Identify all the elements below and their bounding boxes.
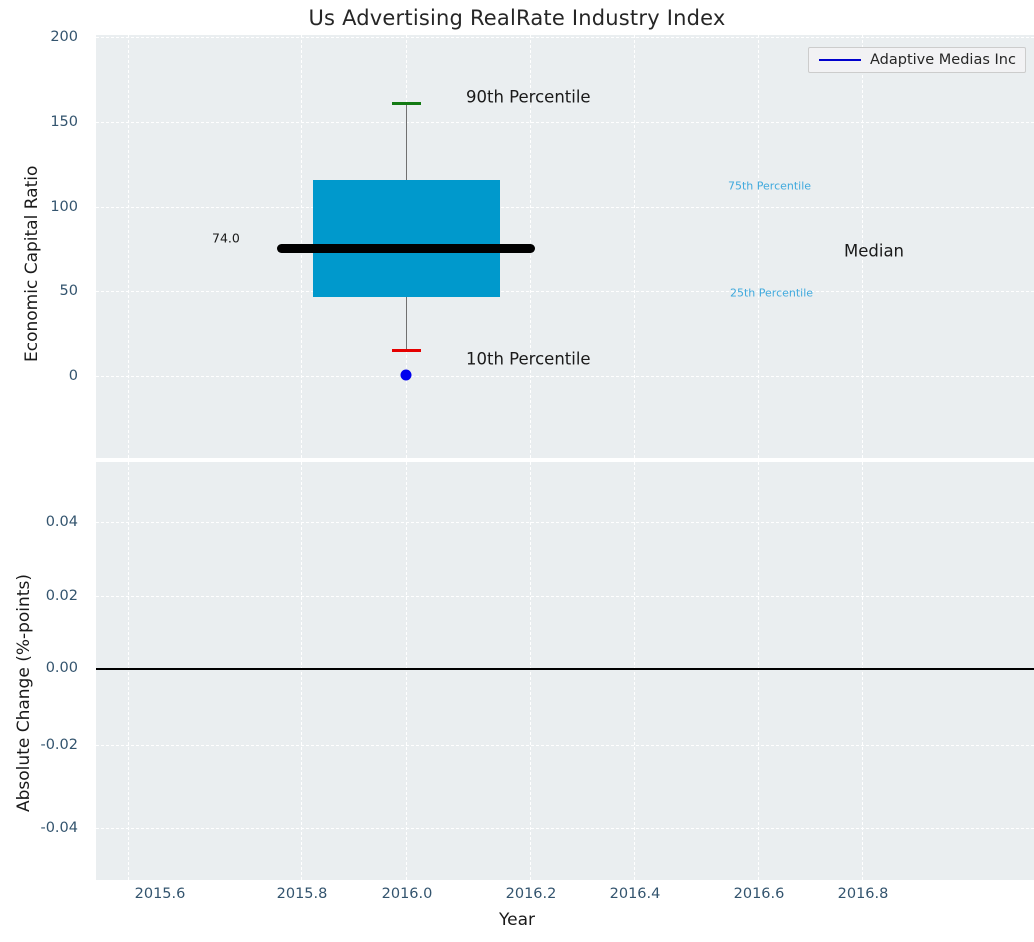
p75-annotation: 75th Percentile (728, 179, 812, 193)
ygridline-n0-02 (96, 745, 1034, 746)
ytick-top-0: 0 (68, 368, 78, 384)
legend-line-swatch-adaptive-medias (819, 59, 861, 61)
xgridline-2016-4 (634, 35, 635, 458)
ytick-top-200: 200 (50, 29, 78, 45)
ytick-top-100: 100 (50, 199, 78, 215)
median-value-label: 74.0 (212, 230, 240, 246)
legend-label-adaptive-medias: Adaptive Medias Inc (870, 52, 1016, 68)
xgridline-2016-8 (862, 35, 863, 458)
ygridline-n0-04 (96, 828, 1034, 829)
xgridline-2016-6 (758, 35, 759, 458)
ygridline-0 (96, 376, 1034, 377)
ytick-bottom-0-02: 0.02 (45, 588, 78, 604)
xtick-2016-8: 2016.8 (837, 886, 889, 902)
economic-capital-ratio-panel: 74.0 90th Percentile 75th Percentile Med… (96, 35, 1034, 458)
ylabel-absolute-change: Absolute Change (%-points) (14, 574, 34, 812)
p10-annotation: 10th Percentile (466, 349, 591, 369)
xtick-2016-2: 2016.2 (505, 886, 557, 902)
absolute-change-panel (96, 462, 1034, 880)
p90-cap (392, 102, 421, 105)
median-bar (277, 244, 535, 253)
interquartile-box (313, 180, 500, 297)
ytick-bottom-0-04: 0.04 (45, 514, 78, 530)
ygridline-0-04 (96, 522, 1034, 523)
xtick-2016-0: 2016.0 (381, 886, 433, 902)
ygridline-150 (96, 122, 1034, 123)
xtick-2016-4: 2016.4 (609, 886, 661, 902)
ygridline-0-02 (96, 596, 1034, 597)
ygridline-100 (96, 207, 1034, 208)
median-annotation: Median (844, 241, 905, 261)
p10-cap (392, 349, 421, 352)
ygridline-50 (96, 291, 1034, 292)
ytick-top-150: 150 (50, 114, 78, 130)
xtick-2016-6: 2016.6 (733, 886, 785, 902)
xlabel-year: Year (499, 910, 535, 930)
xgridline-2016-0 (406, 462, 407, 880)
company-data-point[interactable] (400, 369, 412, 381)
ytick-top-50: 50 (59, 283, 78, 299)
p25-annotation: 25th Percentile (730, 286, 814, 300)
xgridline-2016-8 (862, 462, 863, 880)
p90-annotation: 90th Percentile (466, 87, 591, 107)
chart-title: Us Advertising RealRate Industry Index (308, 6, 726, 30)
xgridline-2016-6 (758, 462, 759, 880)
chart-legend[interactable]: Adaptive Medias Inc (808, 47, 1026, 73)
zero-reference-line (96, 668, 1034, 670)
ytick-bottom-n0-04: -0.04 (40, 820, 78, 836)
xgridline-2015-6 (128, 462, 129, 880)
ygridline-200 (96, 37, 1034, 38)
ytick-bottom-0-00: 0.00 (45, 660, 78, 676)
xgridline-2015-6 (128, 35, 129, 458)
xgridline-2015-8 (301, 462, 302, 880)
xgridline-2016-2 (530, 462, 531, 880)
xtick-2015-8: 2015.8 (276, 886, 328, 902)
ytick-bottom-n0-02: -0.02 (40, 737, 78, 753)
ylabel-economic-capital-ratio: Economic Capital Ratio (22, 165, 42, 362)
xtick-2015-6: 2015.6 (134, 886, 186, 902)
xgridline-2016-4 (634, 462, 635, 880)
